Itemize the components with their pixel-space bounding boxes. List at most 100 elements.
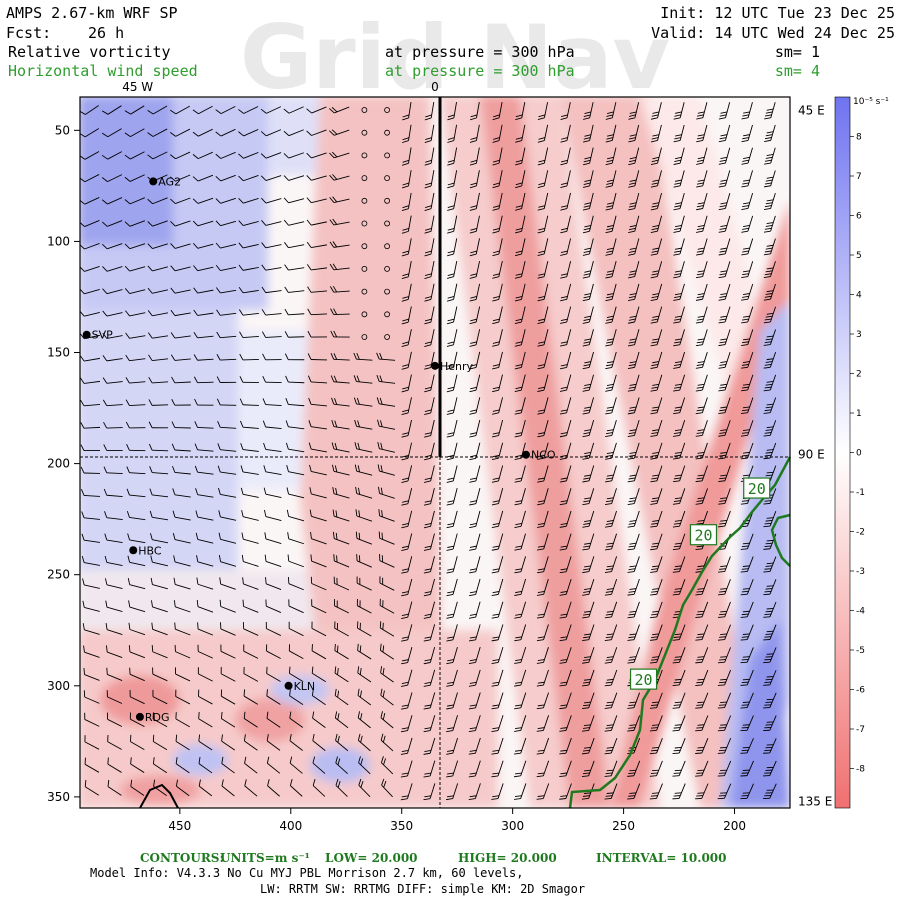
wind-barb bbox=[695, 465, 708, 483]
wind-barb bbox=[242, 599, 259, 613]
wind-barb bbox=[513, 783, 527, 800]
wind-barb bbox=[332, 509, 350, 522]
wind-barb bbox=[218, 532, 237, 544]
wind-barb bbox=[401, 238, 412, 257]
wind-barb bbox=[124, 128, 145, 138]
wind-barb bbox=[193, 265, 214, 272]
wind-barb bbox=[717, 692, 732, 709]
wind-barb bbox=[604, 510, 617, 528]
wind-barb bbox=[649, 760, 663, 777]
wind-barb bbox=[695, 647, 709, 664]
wind-barb bbox=[650, 374, 663, 392]
wind-barb bbox=[261, 242, 282, 249]
wind-barb bbox=[380, 733, 394, 752]
wind-barb bbox=[740, 783, 754, 800]
wind-barb bbox=[763, 692, 777, 709]
wind-barb bbox=[763, 238, 776, 256]
wind-barb bbox=[627, 510, 640, 528]
wind-barb bbox=[378, 509, 395, 522]
wind-barb bbox=[741, 124, 753, 143]
wind-barb bbox=[628, 147, 640, 166]
wind-barb bbox=[560, 192, 571, 211]
wind-barb bbox=[311, 666, 327, 683]
wind-barb bbox=[215, 151, 236, 159]
wind-barb bbox=[81, 511, 101, 520]
wind-barb bbox=[260, 129, 282, 137]
wind-barb bbox=[446, 283, 458, 302]
wind-barb bbox=[149, 488, 169, 498]
model-physics: LW: RRTM SW: RRTMG DIFF: simple KM: 2D S… bbox=[260, 882, 585, 896]
wind-barb bbox=[649, 737, 663, 755]
colorbar-unit: 10⁻⁵ s⁻¹ bbox=[853, 97, 889, 107]
right-longitude-label: 45 E bbox=[798, 103, 825, 117]
wind-barb bbox=[537, 419, 549, 438]
wind-barb bbox=[605, 329, 617, 347]
wind-barb bbox=[469, 124, 480, 143]
wind-barb bbox=[627, 715, 641, 732]
contour-20ms-main bbox=[568, 456, 792, 809]
wind-barb bbox=[193, 331, 214, 339]
wind-barb bbox=[696, 170, 708, 188]
station-label: RDG bbox=[145, 711, 170, 724]
wind-barb bbox=[171, 421, 191, 429]
colorbar-tick-label: 1 bbox=[856, 409, 862, 419]
wind-barb bbox=[423, 578, 435, 597]
wind-barb bbox=[283, 129, 304, 137]
wind-barb bbox=[84, 780, 100, 796]
wind-barb bbox=[650, 102, 662, 120]
wind-barb bbox=[604, 533, 618, 551]
wind-barb bbox=[192, 242, 214, 249]
wind-barb bbox=[695, 715, 709, 732]
field2-smoothing: sm= 4 bbox=[775, 62, 820, 80]
wind-barb bbox=[582, 170, 594, 188]
wind-barb bbox=[147, 265, 168, 272]
wind-barb bbox=[741, 193, 754, 211]
wind-barb bbox=[560, 215, 571, 234]
wind-barb bbox=[284, 353, 305, 361]
wind-barb bbox=[559, 351, 572, 370]
wind-barb bbox=[126, 444, 146, 452]
wind-barb bbox=[289, 756, 303, 774]
wind-barb bbox=[559, 397, 572, 415]
wind-barb bbox=[763, 556, 777, 573]
wind-barb bbox=[312, 778, 326, 797]
colorbar-tick-label: 4 bbox=[856, 291, 862, 301]
wind-barb bbox=[196, 577, 214, 590]
wind-barb bbox=[309, 464, 327, 476]
wind-barb bbox=[740, 533, 754, 550]
wind-barb bbox=[718, 579, 731, 596]
wind-barb bbox=[171, 376, 191, 384]
wind-barb bbox=[312, 733, 326, 751]
wind-barb bbox=[261, 309, 282, 316]
wind-barb bbox=[514, 647, 527, 664]
wind-barb bbox=[286, 487, 305, 499]
wind-barb bbox=[514, 601, 527, 619]
wind-barb bbox=[331, 464, 350, 476]
wind-barb bbox=[335, 778, 348, 797]
wind-barb bbox=[310, 531, 327, 545]
wind-barb bbox=[627, 442, 640, 460]
top-longitude-label: 45 W bbox=[122, 80, 153, 94]
wind-barb bbox=[650, 397, 663, 415]
wind-barb bbox=[384, 334, 391, 340]
y-tick-label: 150 bbox=[47, 346, 70, 360]
wind-barb bbox=[423, 692, 436, 710]
wind-barb bbox=[741, 306, 754, 324]
contour-label-box bbox=[743, 477, 771, 499]
wind-barb bbox=[764, 124, 776, 143]
wind-barb bbox=[491, 737, 504, 755]
wind-barb bbox=[559, 669, 572, 687]
wind-barb bbox=[217, 443, 237, 452]
wind-barb bbox=[718, 192, 731, 211]
wind-barb bbox=[198, 734, 213, 751]
wind-barb bbox=[197, 622, 214, 636]
wind-barb bbox=[384, 129, 391, 136]
wind-barb bbox=[80, 399, 101, 407]
wind-barb bbox=[628, 124, 640, 143]
wind-barb bbox=[514, 351, 526, 370]
colorbar-tick-label: -3 bbox=[856, 567, 865, 577]
wind-barb bbox=[763, 760, 777, 777]
wind-barb bbox=[217, 465, 237, 475]
wind-barb bbox=[718, 306, 731, 324]
wind-barb bbox=[582, 192, 594, 211]
